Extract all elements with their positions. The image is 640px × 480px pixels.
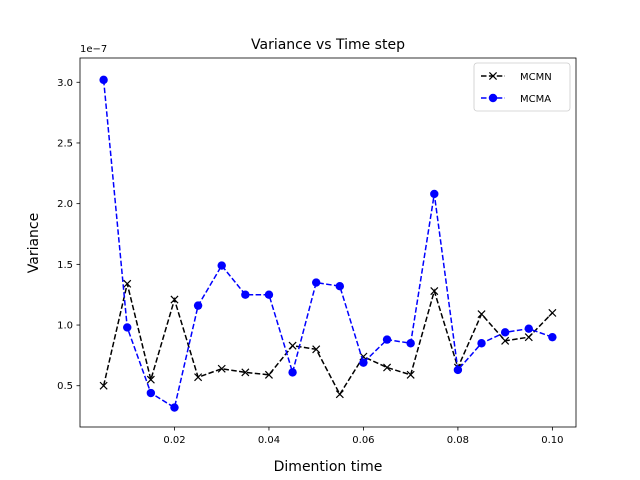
legend-marker bbox=[488, 93, 498, 103]
data-point bbox=[359, 352, 368, 361]
y-tick-label: 1.0 bbox=[57, 321, 73, 332]
plot-frame bbox=[79, 57, 577, 428]
legend-label: MCMN bbox=[520, 72, 552, 83]
data-point bbox=[430, 287, 439, 296]
data-point bbox=[477, 339, 486, 348]
data-point bbox=[430, 189, 439, 199]
y-tick-label: 2.0 bbox=[57, 199, 73, 210]
x-axis-ticks: 0.02 0.04 0.06 0.08 0.10 bbox=[163, 427, 564, 446]
data-point bbox=[312, 345, 321, 354]
legend-marker bbox=[488, 71, 498, 81]
data-point bbox=[217, 364, 226, 373]
y-tick-label: 3.0 bbox=[57, 78, 73, 89]
data-point bbox=[335, 281, 345, 291]
x-tick-label: 0.06 bbox=[352, 435, 374, 446]
x-tick-label: 0.08 bbox=[447, 435, 469, 446]
data-point bbox=[453, 365, 463, 375]
x-tick-label: 0.04 bbox=[258, 435, 280, 446]
series-layer bbox=[99, 75, 557, 412]
data-point bbox=[288, 368, 297, 377]
y-axis-ticks: 0.5 1.0 1.5 2.0 2.5 3.0 bbox=[57, 78, 80, 392]
data-point bbox=[524, 324, 533, 333]
data-point bbox=[335, 390, 344, 399]
data-point bbox=[170, 403, 179, 412]
series-mcmn bbox=[99, 279, 557, 399]
data-point bbox=[382, 335, 392, 344]
data-point bbox=[99, 381, 108, 390]
data-point bbox=[548, 308, 557, 317]
data-point bbox=[193, 301, 203, 310]
data-point bbox=[217, 261, 226, 270]
data-point bbox=[123, 279, 132, 288]
legend-item-mcmn: MCMN bbox=[481, 71, 552, 83]
data-point bbox=[406, 370, 415, 379]
y-tick-label: 1.5 bbox=[57, 260, 73, 271]
legend: MCMN MCMA bbox=[473, 62, 571, 112]
data-point bbox=[311, 278, 321, 287]
data-point bbox=[264, 370, 273, 379]
data-point bbox=[241, 368, 250, 377]
y-tick-label: 2.5 bbox=[57, 138, 73, 149]
x-axis-title: Dimention time bbox=[274, 459, 383, 475]
data-point bbox=[99, 75, 108, 85]
data-point bbox=[241, 290, 250, 299]
data-point bbox=[548, 332, 557, 342]
y-axis-title: Variance bbox=[26, 213, 42, 273]
legend-label: MCMA bbox=[520, 94, 551, 105]
data-point bbox=[146, 388, 156, 398]
data-point bbox=[406, 339, 415, 348]
data-point bbox=[264, 290, 274, 299]
legend-item-mcma: MCMA bbox=[481, 93, 551, 105]
data-point bbox=[146, 375, 155, 384]
data-point bbox=[194, 373, 203, 382]
data-point bbox=[170, 295, 179, 304]
data-point bbox=[383, 363, 392, 372]
y-offset-label: 1e−7 bbox=[80, 44, 107, 55]
x-tick-label: 0.02 bbox=[163, 435, 185, 446]
series-line bbox=[102, 79, 553, 409]
x-tick-label: 0.10 bbox=[541, 435, 563, 446]
plot-area bbox=[80, 58, 576, 427]
y-tick-label: 0.5 bbox=[57, 381, 73, 392]
data-point bbox=[500, 328, 510, 337]
data-point bbox=[359, 358, 368, 367]
data-point bbox=[477, 310, 486, 319]
series-line bbox=[102, 283, 553, 396]
chart-title: Variance vs Time step bbox=[251, 37, 405, 53]
series-mcma bbox=[99, 75, 557, 412]
data-point bbox=[288, 341, 297, 350]
data-point bbox=[524, 333, 533, 342]
legend-box bbox=[473, 62, 571, 112]
data-point bbox=[123, 323, 132, 332]
data-point bbox=[501, 336, 510, 345]
